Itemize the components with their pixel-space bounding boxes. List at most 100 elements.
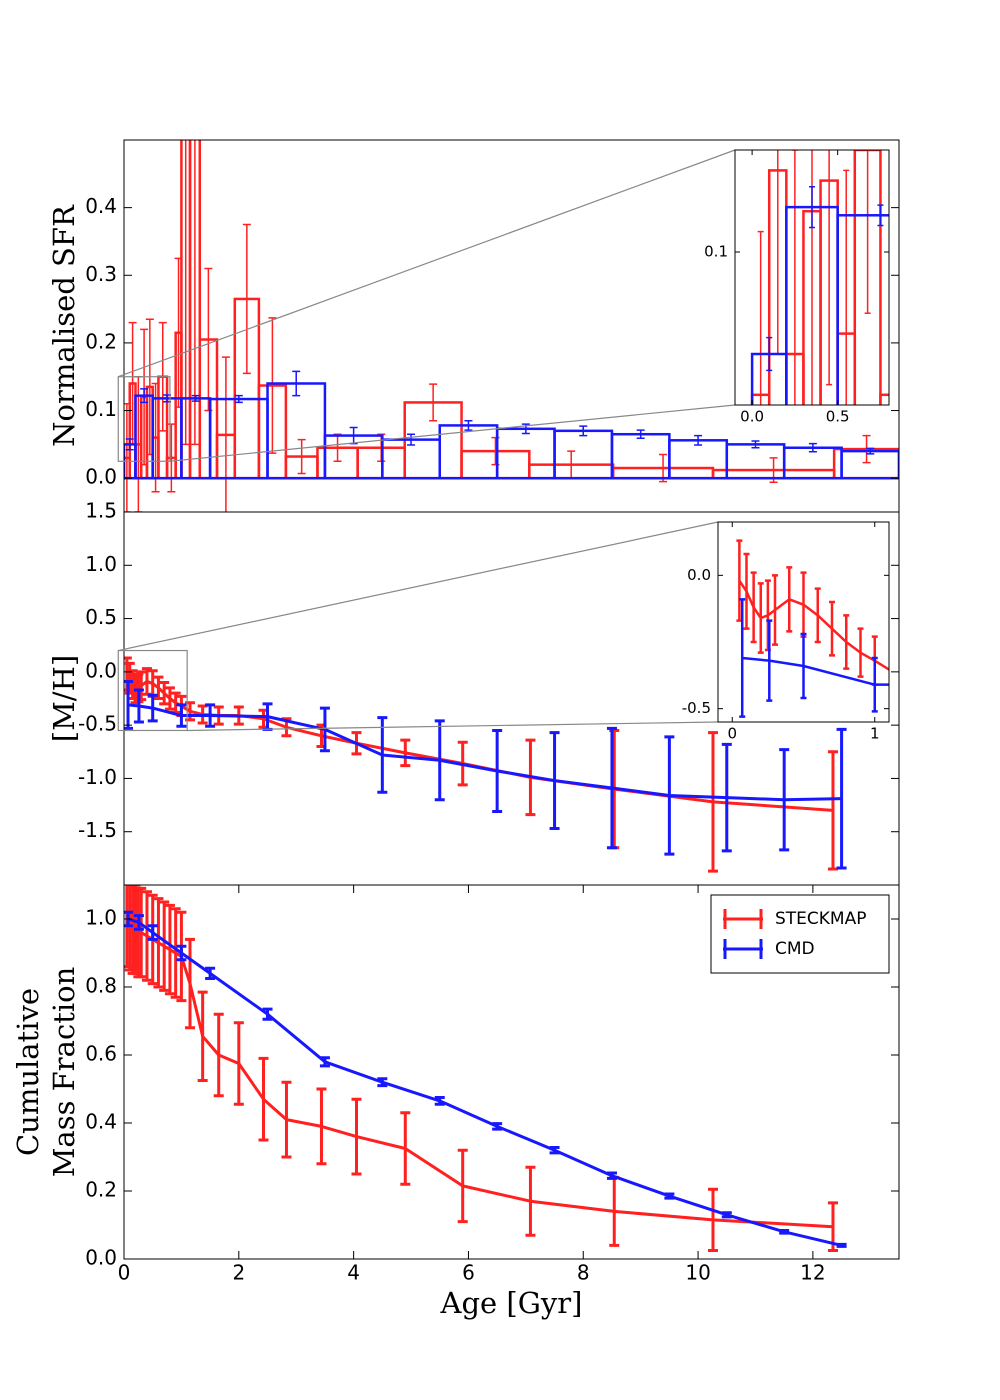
error-bar bbox=[429, 383, 438, 422]
zoom-region bbox=[117, 376, 171, 462]
inset: 0.1 0.0 0.5 bbox=[704, 149, 890, 426]
panel: 0.0 0.2 0.4 0.6 0.8 1.0 0 2 4 6 8 10 12 Cumulative Mas… bbox=[11, 884, 900, 1320]
error-bar bbox=[292, 370, 301, 397]
y-tick-label: 0.8 bbox=[85, 974, 117, 998]
legend-swatch bbox=[723, 909, 763, 929]
error-bar bbox=[234, 394, 243, 404]
error-bar bbox=[407, 433, 416, 446]
y-tick-label: 1.5 bbox=[85, 499, 117, 523]
x-tick-label: 8 bbox=[577, 1261, 590, 1285]
y-tick-label: 0.4 bbox=[85, 1110, 117, 1134]
error-bar bbox=[877, 204, 884, 227]
y-tick-label: 0.0 bbox=[85, 1246, 117, 1270]
x-tick-label: 1 bbox=[870, 725, 880, 743]
y-tick-label: -0.5 bbox=[78, 712, 117, 736]
y-tick-label: 0.0 bbox=[687, 566, 711, 584]
inset-plot-area bbox=[736, 539, 889, 718]
zoom-connector bbox=[118, 521, 719, 652]
inset-frame bbox=[717, 521, 890, 723]
x-tick-label: 0 bbox=[118, 1261, 131, 1285]
error-bar bbox=[221, 356, 230, 512]
x-tick-label: 0.5 bbox=[826, 408, 850, 426]
plot-area bbox=[124, 885, 847, 1252]
error-bar bbox=[140, 388, 149, 404]
y-axis-label: Mass Fraction bbox=[47, 967, 81, 1178]
x-tick-label: 2 bbox=[232, 1261, 245, 1285]
y-axis-label: Normalised SFR bbox=[47, 204, 81, 447]
zoom-connector bbox=[118, 149, 736, 378]
x-tick-label: 0.0 bbox=[740, 408, 764, 426]
y-tick-label: -0.5 bbox=[682, 699, 711, 717]
error-bar bbox=[866, 447, 875, 455]
error-bar bbox=[579, 425, 588, 437]
error-bar bbox=[167, 423, 176, 493]
x-tick-label: 6 bbox=[462, 1261, 475, 1285]
error-bar bbox=[836, 727, 847, 870]
y-tick-label: 0.0 bbox=[85, 465, 117, 489]
y-axis-label: Cumulative bbox=[11, 988, 45, 1156]
legend-label: CMD bbox=[775, 939, 815, 959]
error-bar bbox=[791, 150, 798, 405]
error-bar bbox=[766, 336, 773, 372]
y-tick-label: -1.0 bbox=[78, 765, 117, 789]
legend: STECKMAP CMD bbox=[710, 894, 890, 974]
error-bar bbox=[809, 185, 815, 229]
series-line bbox=[738, 579, 889, 672]
error-bar bbox=[843, 169, 850, 405]
error-bar bbox=[191, 394, 200, 402]
panel: 1.51.00.50.0-0.5-1.0-1.5[M/H]0.0-0.50 1 bbox=[47, 499, 900, 886]
y-tick-label: 0.2 bbox=[85, 1178, 117, 1202]
y-tick-label: 0.4 bbox=[85, 194, 117, 218]
y-tick-label: 1.0 bbox=[85, 552, 117, 576]
x-tick-label: 0 bbox=[727, 725, 737, 743]
error-bar bbox=[181, 140, 190, 446]
axes-frame bbox=[123, 884, 900, 1260]
error-bar bbox=[333, 433, 342, 463]
y-tick-label: 0.1 bbox=[85, 397, 117, 421]
series-line bbox=[742, 656, 889, 686]
histogram-bar bbox=[853, 150, 882, 405]
error-bar bbox=[125, 438, 134, 451]
error-bar bbox=[808, 442, 817, 453]
y-tick-label: 0.5 bbox=[85, 605, 117, 629]
zoom-region bbox=[117, 649, 188, 732]
error-bar bbox=[827, 750, 838, 871]
error-bar bbox=[694, 434, 703, 446]
inset: 0.0 -0.5 0 1 bbox=[682, 521, 890, 743]
x-tick-label: 4 bbox=[347, 1261, 360, 1285]
y-axis-label: [M/H] bbox=[47, 655, 81, 742]
error-bar bbox=[636, 429, 645, 440]
legend-box bbox=[710, 894, 890, 974]
y-tick-label: -1.5 bbox=[78, 818, 117, 842]
error-bar bbox=[190, 140, 199, 446]
y-tick-label: 1.0 bbox=[85, 906, 117, 930]
plot-area bbox=[124, 656, 847, 873]
error-bar bbox=[297, 438, 306, 475]
zoom-connector bbox=[187, 721, 719, 732]
series-line bbox=[127, 917, 842, 1247]
y-tick-label: 0.1 bbox=[704, 243, 728, 261]
error-bar bbox=[826, 150, 833, 386]
x-tick-label: 12 bbox=[800, 1261, 825, 1285]
error-bar bbox=[464, 419, 473, 431]
error-bar bbox=[242, 223, 251, 375]
y-tick-label: 0.0 bbox=[85, 658, 117, 682]
y-tick-label: 0.2 bbox=[85, 329, 117, 353]
error-bar bbox=[864, 150, 871, 314]
error-bar bbox=[151, 382, 160, 493]
error-bar bbox=[268, 317, 277, 454]
zoom-connector bbox=[169, 404, 736, 462]
x-tick-label: 10 bbox=[685, 1261, 710, 1285]
inset-plot-area bbox=[750, 150, 889, 405]
y-tick-label: 0.3 bbox=[85, 262, 117, 286]
series-line bbox=[125, 921, 834, 1229]
error-bar bbox=[751, 440, 760, 449]
legend-label: STECKMAP bbox=[775, 909, 866, 929]
legend-swatch bbox=[723, 939, 763, 959]
y-tick-label: 0.6 bbox=[85, 1042, 117, 1066]
inset-frame bbox=[734, 149, 890, 406]
error-bar bbox=[757, 230, 764, 405]
series-line bbox=[127, 703, 842, 802]
